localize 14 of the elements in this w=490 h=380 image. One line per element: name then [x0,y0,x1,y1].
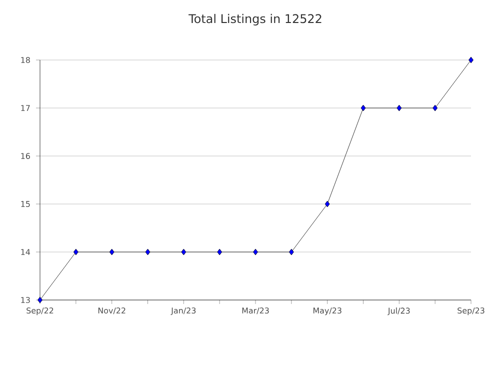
point [109,248,114,256]
point [38,296,42,304]
point [217,248,222,256]
point [432,104,438,112]
point [73,248,78,256]
point [396,104,402,112]
point [145,248,150,256]
point [253,248,258,256]
point [468,56,474,64]
point [360,104,366,112]
point [181,248,186,256]
chart-title: Total Listings in 12522 [188,14,322,26]
point [324,200,330,208]
point [288,248,294,256]
